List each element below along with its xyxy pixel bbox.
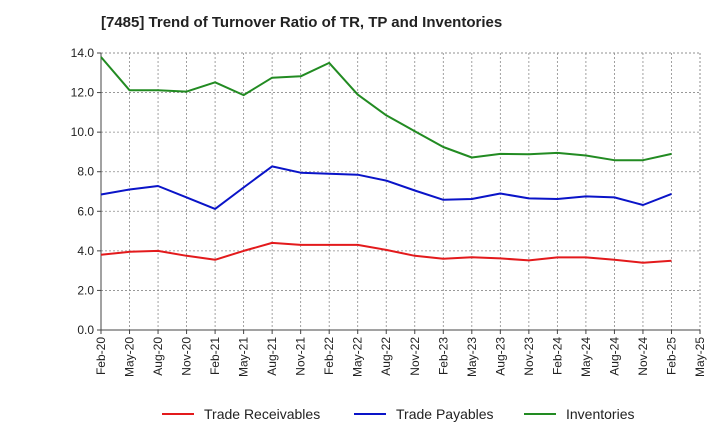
series-line-inventories	[100, 56, 672, 162]
x-tick-label: Nov-22	[408, 337, 422, 376]
legend: Trade Receivables Trade Payables Inventori…	[162, 406, 634, 422]
y-tick-labels: 0.0 2.0 4.0 6.0 8.0 10.0 12.0 14.0	[71, 46, 95, 337]
x-tick-label: Aug-22	[379, 337, 393, 376]
x-tick-label: Feb-25	[664, 337, 678, 375]
series-line-trade-receivables	[100, 241, 672, 264]
series-line-trade-payables	[100, 165, 672, 210]
y-tick-label: 2.0	[77, 283, 94, 297]
y-tick-label: 14.0	[71, 46, 95, 60]
x-tick-label: May-25	[693, 337, 707, 377]
chart-title: [7485] Trend of Turnover Ratio of TR, TP…	[101, 14, 503, 31]
x-tick-label: May-20	[123, 337, 137, 377]
x-tick-label: Nov-21	[294, 337, 308, 376]
x-tick-label: May-23	[465, 337, 479, 377]
x-tick-label: Nov-20	[180, 337, 194, 376]
x-tick-label: Aug-20	[151, 337, 165, 376]
y-tick-label: 6.0	[77, 204, 94, 218]
legend-label-inventories: Inventories	[566, 406, 634, 422]
x-tick-label: Aug-24	[607, 337, 621, 376]
x-tick-label: May-24	[579, 337, 593, 377]
x-tick-label: Aug-21	[265, 337, 279, 376]
x-tick-label: Feb-22	[322, 337, 336, 375]
x-tick-label: Feb-24	[550, 337, 564, 375]
x-tick-label: Feb-23	[436, 337, 450, 375]
x-tick-label: Feb-20	[94, 337, 108, 375]
x-tick-label: Nov-23	[522, 337, 536, 376]
grid-lines	[101, 52, 701, 330]
x-tick-label: Feb-21	[208, 337, 222, 375]
y-tick-label: 4.0	[77, 244, 94, 258]
x-tick-label: May-22	[351, 337, 365, 377]
x-tick-labels: Feb-20 May-20 Aug-20 Nov-20 Feb-21 May-21 Aug-…	[94, 337, 707, 377]
y-tick-label: 8.0	[77, 165, 94, 179]
series-lines	[100, 56, 672, 264]
axes	[97, 52, 701, 334]
legend-label-trade-payables: Trade Payables	[396, 406, 494, 422]
x-tick-label: Nov-24	[636, 337, 650, 376]
x-tick-label: May-21	[237, 337, 251, 377]
y-tick-label: 10.0	[71, 125, 95, 139]
y-tick-label: 0.0	[77, 323, 94, 337]
legend-label-trade-receivables: Trade Receivables	[204, 406, 320, 422]
y-tick-label: 12.0	[71, 86, 95, 100]
x-tick-label: Aug-23	[493, 337, 507, 376]
